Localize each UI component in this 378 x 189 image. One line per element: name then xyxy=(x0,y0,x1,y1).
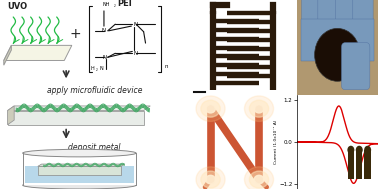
Bar xyxy=(23,153,136,185)
Text: N: N xyxy=(102,28,106,33)
Y-axis label: Current (1.0x10⁻¹ A): Current (1.0x10⁻¹ A) xyxy=(274,120,278,164)
Text: H: H xyxy=(91,67,94,71)
FancyBboxPatch shape xyxy=(353,0,373,30)
Polygon shape xyxy=(8,106,14,125)
Circle shape xyxy=(206,175,215,184)
Circle shape xyxy=(249,171,269,188)
Bar xyxy=(301,19,374,61)
Bar xyxy=(25,166,134,183)
Circle shape xyxy=(254,104,264,113)
FancyBboxPatch shape xyxy=(336,0,358,30)
Text: apply microfluidic device: apply microfluidic device xyxy=(47,86,142,95)
Polygon shape xyxy=(8,111,144,125)
Ellipse shape xyxy=(23,149,136,157)
Text: deposit metal: deposit metal xyxy=(68,143,121,152)
Text: UVO: UVO xyxy=(8,2,28,12)
Text: N: N xyxy=(133,22,137,27)
FancyBboxPatch shape xyxy=(318,0,340,30)
Polygon shape xyxy=(4,45,11,65)
Circle shape xyxy=(245,167,274,189)
FancyBboxPatch shape xyxy=(297,0,378,94)
Text: $_2$: $_2$ xyxy=(95,66,99,74)
Polygon shape xyxy=(8,106,150,111)
Ellipse shape xyxy=(23,181,136,189)
Polygon shape xyxy=(38,166,121,175)
Text: n: n xyxy=(164,64,168,69)
Text: N: N xyxy=(133,51,137,56)
Circle shape xyxy=(201,100,220,117)
Circle shape xyxy=(206,104,215,113)
Text: N: N xyxy=(99,67,103,71)
Polygon shape xyxy=(38,164,125,166)
Circle shape xyxy=(254,175,264,184)
Circle shape xyxy=(196,167,225,189)
Circle shape xyxy=(314,28,360,81)
Circle shape xyxy=(201,171,220,188)
Text: N: N xyxy=(103,55,107,60)
Text: +: + xyxy=(70,27,81,41)
Polygon shape xyxy=(4,45,72,60)
Circle shape xyxy=(245,96,274,122)
Text: $_2$: $_2$ xyxy=(113,2,117,10)
Circle shape xyxy=(196,96,225,122)
FancyBboxPatch shape xyxy=(341,43,370,90)
Text: NH: NH xyxy=(102,2,110,7)
Circle shape xyxy=(249,100,269,117)
Text: PEI: PEI xyxy=(117,0,132,8)
FancyBboxPatch shape xyxy=(302,0,323,30)
